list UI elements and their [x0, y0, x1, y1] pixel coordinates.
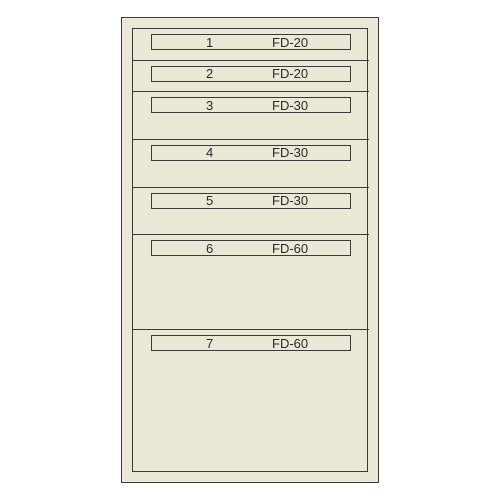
drawer-code: FD-60 — [272, 337, 308, 350]
diagram-stage: 1 FD-20 2 FD-20 3 FD-30 4 FD-30 5 FD-30 6 FD-60 7 FD-… — [0, 0, 500, 500]
drawer-code: FD-20 — [272, 67, 308, 80]
drawer-handle: 3 FD-30 — [151, 97, 351, 113]
drawer-code: FD-30 — [272, 146, 308, 159]
drawer-code: FD-30 — [272, 194, 308, 207]
drawer: 3 FD-30 — [133, 92, 369, 140]
drawer-number: 4 — [206, 146, 213, 159]
drawer: 7 FD-60 — [133, 330, 369, 425]
drawer-number: 1 — [206, 36, 213, 49]
drawer-number: 6 — [206, 242, 213, 255]
drawer-number: 7 — [206, 337, 213, 350]
drawer-code: FD-60 — [272, 242, 308, 255]
drawer-number: 3 — [206, 99, 213, 112]
drawer-code: FD-20 — [272, 36, 308, 49]
drawer: 6 FD-60 — [133, 235, 369, 330]
cabinet-inner-frame: 1 FD-20 2 FD-20 3 FD-30 4 FD-30 5 FD-30 6 FD-60 7 FD-… — [132, 28, 368, 472]
drawer-handle: 1 FD-20 — [151, 34, 351, 50]
drawer-handle: 6 FD-60 — [151, 240, 351, 256]
drawer-code: FD-30 — [272, 99, 308, 112]
drawer: 1 FD-20 — [133, 29, 369, 61]
drawer-handle: 5 FD-30 — [151, 193, 351, 209]
drawer-handle: 2 FD-20 — [151, 66, 351, 82]
drawer-handle: 7 FD-60 — [151, 335, 351, 351]
drawer-number: 2 — [206, 67, 213, 80]
cabinet-frame: 1 FD-20 2 FD-20 3 FD-30 4 FD-30 5 FD-30 6 FD-60 7 FD-… — [121, 17, 379, 483]
drawer-handle: 4 FD-30 — [151, 145, 351, 161]
drawer: 2 FD-20 — [133, 61, 369, 93]
drawer: 4 FD-30 — [133, 140, 369, 188]
drawer: 5 FD-30 — [133, 188, 369, 236]
drawer-number: 5 — [206, 194, 213, 207]
